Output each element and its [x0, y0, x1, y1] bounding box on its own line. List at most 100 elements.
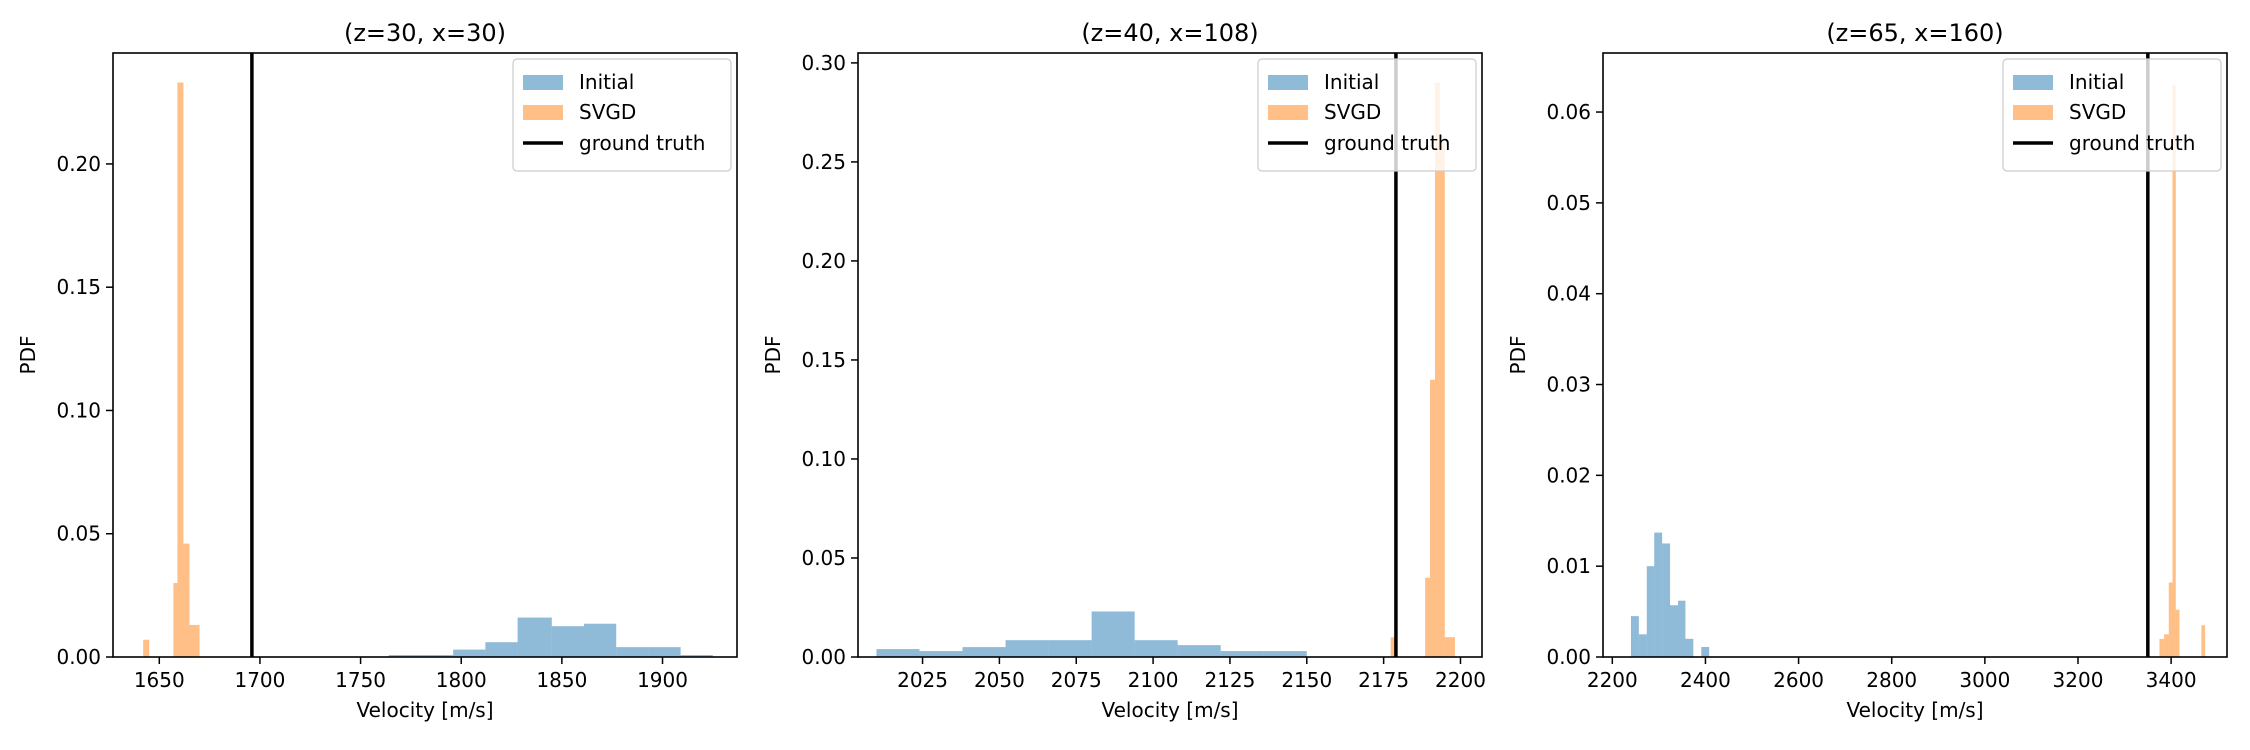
bar-initial-7 [1685, 638, 1694, 657]
bar-initial-5 [1091, 611, 1135, 657]
bar-initial-6 [584, 623, 617, 657]
bar-svgd-0 [143, 639, 150, 657]
x-tick-label: 2025 [897, 668, 948, 692]
y-tick-label: 0.05 [801, 546, 846, 570]
bar-svgd-5 [1444, 637, 1455, 657]
y-tick-label: 0.06 [1546, 100, 1591, 124]
bar-svgd-4 [189, 624, 200, 657]
x-tick-label: 3000 [1959, 668, 2010, 692]
x-tick-label: 2100 [1128, 668, 1179, 692]
y-tick-label: 0.00 [1546, 645, 1591, 669]
y-axis-label: PDF [761, 336, 785, 375]
bar-initial-7 [616, 647, 649, 657]
bar-svgd-2 [177, 82, 184, 657]
bar-initial-1 [420, 655, 454, 657]
axes-frame [857, 52, 1483, 658]
y-tick-label: 0.02 [1546, 463, 1591, 487]
legend: Initial SVGD ground truth [2002, 58, 2222, 172]
x-tick-label: 2175 [1358, 668, 1409, 692]
bar-initial-4 [1662, 543, 1671, 657]
plot-area [143, 53, 713, 657]
x-tick-label: 2800 [1866, 668, 1917, 692]
legend-box [1257, 58, 1477, 172]
x-tick-label: 2200 [1587, 668, 1638, 692]
x-tick-label: 1700 [234, 668, 285, 692]
chart-panel-1: 1650 1700 1750 1800 1850 1900 0.00 0.05 0.10 0.15… [16, 19, 738, 722]
y-tick-label: 0.20 [56, 152, 101, 176]
x-tick-label: 1900 [637, 668, 688, 692]
x-tick-label: 3200 [2053, 668, 2104, 692]
bar-svgd-2 [1430, 379, 1435, 657]
bar-svgd-1 [2164, 634, 2169, 657]
y-tick-label: 0.20 [801, 249, 846, 273]
axes-frame [1602, 52, 2228, 658]
bar-initial-1 [919, 651, 963, 657]
y-tick-label: 0.15 [801, 348, 846, 372]
legend-label: Initial [1324, 70, 1379, 94]
bar-initial-3 [1005, 640, 1049, 657]
bar-svgd-1 [173, 583, 178, 657]
legend-swatch-initial [1268, 75, 1308, 90]
bar-initial-2 [1646, 566, 1655, 657]
bar-svgd-3 [2172, 84, 2176, 657]
bar-svgd-4 [1439, 142, 1445, 657]
x-tick-label: 1850 [536, 668, 587, 692]
bar-svgd-5 [2201, 625, 2206, 657]
y-tick-label: 0.25 [801, 150, 846, 174]
chart-title: (z=40, x=108) [1081, 19, 1258, 47]
bar-initial-2 [453, 649, 486, 657]
y-tick-label: 0.15 [56, 275, 101, 299]
legend-swatch-initial [523, 75, 563, 90]
bar-initial-4 [1048, 640, 1092, 657]
y-tick-label: 0.00 [801, 645, 846, 669]
y-tick-label: 0.04 [1546, 282, 1591, 306]
legend-label: ground truth [579, 131, 705, 155]
bar-initial-4 [517, 617, 552, 657]
bar-initial-0 [876, 649, 920, 657]
legend-label: SVGD [579, 100, 636, 124]
x-tick-label: 2125 [1204, 668, 1255, 692]
x-tick-label: 1750 [335, 668, 386, 692]
legend-label: Initial [2069, 70, 2124, 94]
chart-panel-3: 2200 2400 2600 2800 3000 3200 3400 0.00 0.01 0.02… [1506, 19, 2228, 722]
legend-label: SVGD [2069, 100, 2126, 124]
y-tick-label: 0.10 [801, 447, 846, 471]
y-tick-label: 0.30 [801, 51, 846, 75]
bar-initial-6 [1677, 600, 1686, 657]
legend-swatch-initial [2013, 75, 2053, 90]
chart-panel-2: 2025 2050 2075 2100 2125 2150 2175 2200 0.00 0.05… [761, 19, 1486, 722]
legend-swatch-svgd [2013, 105, 2053, 120]
x-axis-label: Velocity [m/s] [1101, 698, 1238, 722]
bar-initial-9 [680, 655, 713, 657]
bar-initial-8 [1701, 647, 1710, 657]
y-tick-label: 0.01 [1546, 554, 1591, 578]
legend-swatch-svgd [1268, 105, 1308, 120]
y-tick-label: 0.00 [56, 645, 101, 669]
legend-label: SVGD [1324, 100, 1381, 124]
x-tick-label: 1800 [436, 668, 487, 692]
bar-initial-0 [388, 655, 421, 657]
legend-box [512, 58, 732, 172]
legend: Initial SVGD ground truth [512, 58, 732, 172]
bar-svgd-2 [2168, 582, 2173, 657]
legend-label: Initial [579, 70, 634, 94]
axes-frame [112, 52, 738, 658]
legend-swatch-svgd [523, 105, 563, 120]
x-axis-label: Velocity [m/s] [1846, 698, 1983, 722]
chart-title: (z=65, x=160) [1826, 19, 2003, 47]
x-tick-label: 2075 [1051, 668, 1102, 692]
bar-initial-8 [1220, 651, 1264, 657]
x-tick-label: 2400 [1680, 668, 1731, 692]
y-axis-label: PDF [16, 336, 40, 375]
bar-initial-3 [1654, 532, 1663, 657]
bar-svgd-3 [1434, 82, 1440, 657]
legend-box [2002, 58, 2222, 172]
y-tick-label: 0.10 [56, 398, 101, 422]
y-tick-label: 0.05 [56, 522, 101, 546]
y-tick-label: 0.05 [1546, 191, 1591, 215]
bar-initial-1 [1638, 634, 1647, 657]
bar-svgd-0 [2159, 638, 2165, 657]
legend-label: ground truth [1324, 131, 1450, 155]
bar-initial-3 [485, 642, 518, 657]
